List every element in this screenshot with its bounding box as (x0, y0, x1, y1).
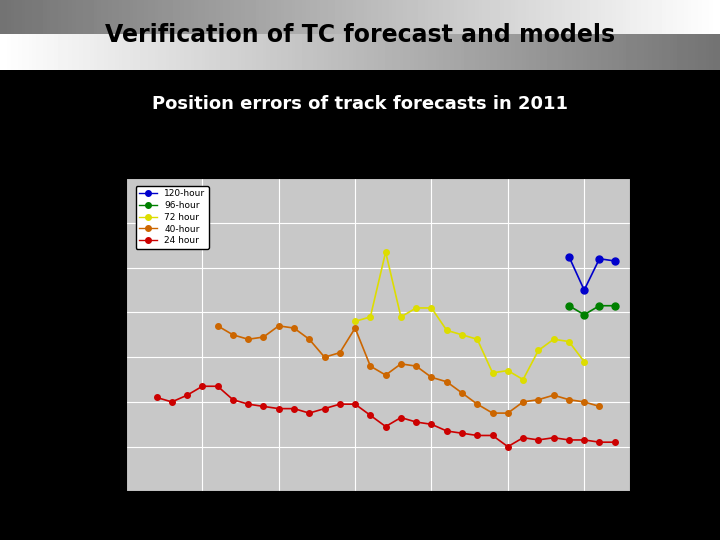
Line: 72 hour: 72 hour (352, 249, 587, 382)
72 hour (564, 338, 573, 345)
24 hour (473, 432, 482, 438)
40-hour (382, 372, 390, 379)
24 hour (198, 383, 207, 389)
24 hour (274, 406, 283, 412)
24 hour (289, 406, 298, 412)
40-hour (213, 322, 222, 329)
72 hour (366, 314, 374, 320)
40-hour (442, 379, 451, 385)
40-hour (366, 363, 374, 369)
40-hour (228, 332, 237, 338)
24 hour (458, 430, 467, 436)
72 hour (580, 359, 588, 365)
40-hour (488, 410, 497, 416)
40-hour (412, 363, 420, 369)
40-hour (336, 349, 344, 356)
40-hour (259, 334, 268, 340)
72 hour (519, 376, 528, 383)
40-hour (458, 390, 467, 396)
40-hour (534, 396, 543, 403)
24 hour (168, 399, 176, 405)
24 hour (305, 410, 314, 416)
24 hour (183, 392, 192, 399)
24 hour (213, 383, 222, 389)
96-hour (580, 312, 588, 318)
24 hour (580, 437, 588, 443)
40-hour (320, 354, 329, 360)
24 hour (412, 419, 420, 426)
24 hour (427, 421, 436, 428)
40-hour (397, 361, 405, 367)
24 hour (244, 401, 253, 407)
72 hour (412, 305, 420, 311)
24 hour (549, 435, 558, 441)
72 hour (351, 318, 359, 325)
Text: year: year (650, 510, 675, 520)
Legend: 120-hour, 96-hour, 72 hour, 40-hour, 24 hour: 120-hour, 96-hour, 72 hour, 40-hour, 24 … (135, 186, 210, 249)
24 hour (351, 401, 359, 407)
24 hour (336, 401, 344, 407)
40-hour (473, 401, 482, 407)
40-hour (564, 396, 573, 403)
Text: Position errors of track forecasts in 2011: Position errors of track forecasts in 20… (152, 95, 568, 113)
24 hour (382, 423, 390, 430)
72 hour (442, 327, 451, 334)
24 hour (397, 414, 405, 421)
72 hour (534, 347, 543, 354)
40-hour (427, 374, 436, 381)
24 hour (564, 437, 573, 443)
120-hour (611, 258, 619, 264)
72 hour (488, 369, 497, 376)
120-hour (564, 253, 573, 260)
40-hour (274, 322, 283, 329)
Line: 120-hour: 120-hour (565, 253, 618, 294)
Line: 40-hour: 40-hour (215, 323, 602, 416)
Line: 24 hour: 24 hour (154, 383, 618, 449)
40-hour (503, 410, 512, 416)
120-hour (595, 255, 604, 262)
Line: 96-hour: 96-hour (565, 302, 618, 318)
72 hour (549, 336, 558, 342)
24 hour (488, 432, 497, 438)
72 hour (382, 249, 390, 255)
40-hour (519, 399, 528, 405)
40-hour (351, 325, 359, 332)
24 hour (228, 396, 237, 403)
Text: Verification of TC forecast and models: Verification of TC forecast and models (105, 23, 615, 47)
Y-axis label: Error (km): Error (km) (84, 306, 93, 363)
72 hour (427, 305, 436, 311)
120-hour (580, 287, 588, 293)
96-hour (595, 302, 604, 309)
24 hour (442, 428, 451, 434)
24 hour (611, 439, 619, 446)
96-hour (611, 302, 619, 309)
96-hour (564, 302, 573, 309)
24 hour (366, 412, 374, 418)
24 hour (320, 406, 329, 412)
24 hour (519, 435, 528, 441)
24 hour (503, 443, 512, 450)
40-hour (305, 336, 314, 342)
24 hour (534, 437, 543, 443)
40-hour (549, 392, 558, 399)
72 hour (458, 332, 467, 338)
40-hour (595, 403, 604, 410)
24 hour (152, 394, 161, 401)
72 hour (503, 367, 512, 374)
24 hour (595, 439, 604, 446)
Text: Annual means of position errors: Annual means of position errors (278, 532, 478, 540)
40-hour (580, 399, 588, 405)
40-hour (244, 336, 253, 342)
24 hour (259, 403, 268, 410)
40-hour (289, 325, 298, 332)
72 hour (473, 336, 482, 342)
72 hour (397, 314, 405, 320)
